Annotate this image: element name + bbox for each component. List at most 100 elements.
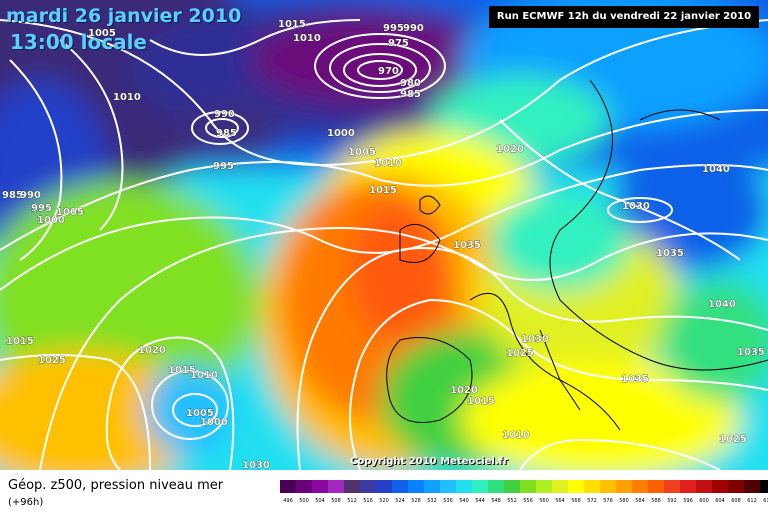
isobar-label: 975 [388, 38, 409, 49]
scale-label: 576 [603, 498, 613, 504]
isobar-label: 995 [31, 203, 52, 214]
map-date: mardi 26 janvier 2010 [6, 5, 242, 27]
map-time: 13:00 locale [10, 30, 147, 54]
scale-swatch [536, 480, 552, 493]
scale-swatch [296, 480, 312, 493]
isobar-label: 980 [400, 78, 421, 89]
scale-swatch [568, 480, 584, 493]
scale-swatch [504, 480, 520, 493]
isobar-label: 1040 [702, 164, 730, 175]
scale-label: 512 [347, 498, 357, 504]
scale-swatch [616, 480, 632, 493]
isobar-label: 1035 [737, 347, 765, 358]
legend-subtitle: (+96h) [8, 497, 44, 508]
color-scale [280, 480, 768, 493]
scale-label: 532 [427, 498, 437, 504]
scale-label: 580 [619, 498, 629, 504]
scale-swatch [520, 480, 536, 493]
scale-label: 600 [699, 498, 709, 504]
isobar-label: 1020 [450, 385, 478, 396]
isobar-label: 1025 [38, 355, 66, 366]
scale-label: 568 [571, 498, 581, 504]
scale-swatch [744, 480, 760, 493]
scale-label: 564 [555, 498, 565, 504]
scale-swatch [440, 480, 456, 493]
isobar-label: 1025 [506, 348, 534, 359]
geopotential-field [0, 0, 768, 470]
isobar-label: 1015 [168, 365, 196, 376]
isobar-label: 1010 [190, 370, 218, 381]
scale-label: 616 [763, 498, 768, 504]
scale-label: 588 [651, 498, 661, 504]
scale-swatch [488, 480, 504, 493]
isobar-label: 1035 [453, 240, 481, 251]
scale-label: 592 [667, 498, 677, 504]
isobar-label: 1030 [622, 201, 650, 212]
isobar-label: 985 [2, 190, 23, 201]
scale-swatch [376, 480, 392, 493]
isobar-label: 1015 [369, 185, 397, 196]
scale-swatch [456, 480, 472, 493]
scale-swatch [472, 480, 488, 493]
scale-label: 496 [283, 498, 293, 504]
isobar-label: 995 [213, 161, 234, 172]
scale-label: 572 [587, 498, 597, 504]
scale-swatch [632, 480, 648, 493]
scale-swatch [408, 480, 424, 493]
isobar-label: 1040 [708, 299, 736, 310]
scale-label: 504 [315, 498, 325, 504]
isobar-lines [0, 19, 768, 470]
scale-swatch [584, 480, 600, 493]
isobar-label: 985 [400, 89, 421, 100]
isobar-label: 1000 [37, 215, 65, 226]
isobar-label: 1005 [56, 207, 84, 218]
isobar-label: 1025 [719, 434, 747, 445]
scale-swatch [328, 480, 344, 493]
scale-label: 584 [635, 498, 645, 504]
coastlines [386, 79, 768, 431]
scale-swatch [360, 480, 376, 493]
scale-swatch [728, 480, 744, 493]
isobar-label: 1000 [200, 417, 228, 428]
scale-label: 508 [331, 498, 341, 504]
isobar-label: 990 [214, 109, 235, 120]
isobar-label: 1035 [656, 248, 684, 259]
scale-label: 552 [507, 498, 517, 504]
scale-swatch [712, 480, 728, 493]
scale-label: 548 [491, 498, 501, 504]
scale-swatch [344, 480, 360, 493]
isobar-label: 985 [216, 128, 237, 139]
scale-label: 544 [475, 498, 485, 504]
isobar-label: 1015 [6, 336, 34, 347]
scale-swatch [760, 480, 768, 493]
isobar-label: 1010 [502, 430, 530, 441]
scale-label: 556 [523, 498, 533, 504]
isobar-label: 1030 [242, 460, 270, 470]
scale-label: 596 [683, 498, 693, 504]
color-scale-labels: 496 500 504 508 512 516 520 524 528 532 536 540 544 5… [280, 498, 768, 504]
isobar-label: 1030 [521, 334, 549, 345]
scale-label: 612 [747, 498, 757, 504]
isobar-label: 1015 [467, 396, 495, 407]
scale-swatch [664, 480, 680, 493]
scale-swatch [696, 480, 712, 493]
scale-label: 500 [299, 498, 309, 504]
isobar-label: 1035 [621, 374, 649, 385]
isobar-label: 1000 [327, 128, 355, 139]
scale-swatch [600, 480, 616, 493]
isobar-label: 1005 [348, 147, 376, 158]
scale-swatch [552, 480, 568, 493]
isobar-label: 1015 [278, 19, 306, 30]
scale-label: 520 [379, 498, 389, 504]
scale-label: 540 [459, 498, 469, 504]
isobar-label: 1020 [138, 345, 166, 356]
scale-swatch [280, 480, 296, 493]
scale-swatch [312, 480, 328, 493]
scale-swatch [424, 480, 440, 493]
isobar-label: 990 [20, 190, 41, 201]
isobar-label: 1010 [374, 158, 402, 169]
scale-label: 608 [731, 498, 741, 504]
